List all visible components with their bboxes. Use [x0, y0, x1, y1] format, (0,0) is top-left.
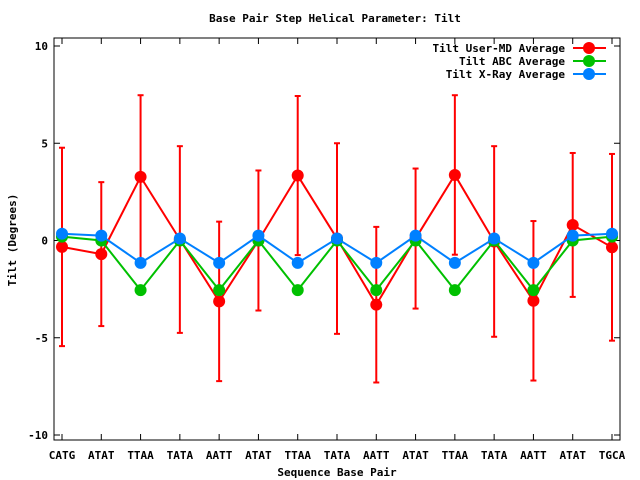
- legend-label: Tilt ABC Average: [459, 55, 565, 68]
- y-tick-label: 0: [41, 235, 48, 248]
- x-tick-label: ATAT: [402, 449, 429, 462]
- data-point: [134, 170, 147, 183]
- x-tick-label: CATG: [49, 449, 76, 462]
- x-tick-label: TTAA: [127, 449, 154, 462]
- y-tick-label: -5: [35, 332, 48, 345]
- legend-label: Tilt User-MD Average: [433, 42, 566, 55]
- legend-label: Tilt X-Ray Average: [446, 68, 566, 81]
- x-tick-label: TATA: [167, 449, 194, 462]
- data-point: [527, 294, 540, 307]
- chart-title: Base Pair Step Helical Parameter: Tilt: [209, 12, 461, 25]
- data-point: [252, 229, 265, 242]
- series-tilt-x-ray-average: [56, 227, 618, 269]
- x-tick-label: TTAA: [442, 449, 469, 462]
- data-point: [409, 229, 422, 242]
- y-tick-label: 10: [35, 40, 48, 53]
- data-point: [134, 256, 147, 269]
- data-point: [291, 169, 304, 182]
- data-point: [370, 298, 383, 311]
- data-point: [527, 284, 540, 297]
- x-tick-label: AATT: [520, 449, 547, 462]
- data-point: [213, 256, 226, 269]
- data-point: [213, 284, 226, 297]
- data-point: [448, 284, 461, 297]
- data-point: [173, 232, 186, 245]
- data-point: [56, 240, 68, 253]
- data-point: [95, 248, 108, 261]
- x-tick-label: ATAT: [245, 449, 272, 462]
- data-point: [213, 295, 226, 308]
- data-point: [291, 284, 304, 297]
- data-point: [134, 284, 147, 297]
- data-point: [291, 256, 304, 269]
- x-tick-label: AATT: [363, 449, 390, 462]
- x-tick-label: ATAT: [88, 449, 115, 462]
- data-point: [95, 229, 108, 242]
- data-point: [488, 232, 501, 245]
- data-point: [448, 168, 461, 181]
- legend-marker: [583, 42, 595, 54]
- x-axis-label: Sequence Base Pair: [277, 466, 397, 479]
- y-tick-label: 5: [41, 137, 48, 150]
- legend-marker: [583, 55, 595, 67]
- data-point: [566, 229, 579, 242]
- data-point: [370, 284, 383, 297]
- data-point: [527, 256, 540, 269]
- y-tick-label: -10: [28, 429, 48, 442]
- x-tick-label: TTAA: [284, 449, 311, 462]
- x-tick-label: TATA: [481, 449, 508, 462]
- legend-marker: [583, 68, 595, 80]
- data-point: [606, 241, 618, 254]
- x-tick-label: TGCA: [599, 449, 626, 462]
- data-point: [56, 227, 68, 240]
- data-point: [606, 227, 618, 240]
- data-point: [331, 232, 343, 245]
- data-point: [370, 256, 383, 269]
- x-tick-label: ATAT: [559, 449, 586, 462]
- x-tick-label: TATA: [324, 449, 351, 462]
- data-point: [566, 218, 579, 231]
- data-point: [448, 256, 461, 269]
- y-axis-label: Tilt (Degrees): [6, 194, 19, 287]
- x-tick-label: AATT: [206, 449, 233, 462]
